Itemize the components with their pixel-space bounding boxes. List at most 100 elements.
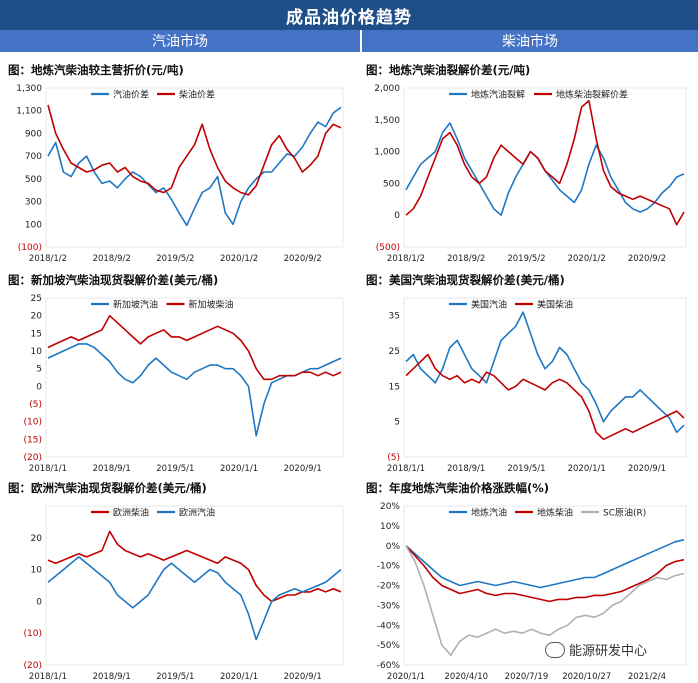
chart-panel-3: 图：新加坡汽柴油现货裂解价差(美元/桶) 25 20 15 10 5 0 (5) (10) (1… [4,270,349,475]
y-tick-label: 25 [389,347,400,357]
y-tick-label: (10) [24,629,42,639]
plot-area [45,87,344,248]
section-diesel: 柴油市场 [362,30,698,52]
legend-label: SC原油(R) [603,507,646,519]
x-tick-label: 2019/5/1 [156,672,194,682]
x-tick-label: 2020/7/19 [505,672,549,682]
y-tick-label: 25 [31,294,42,304]
plot-area [403,505,687,666]
chart-panel-2: 图：地炼汽柴油裂解价差(元/吨) 2,000 1,500 1,000 500 0 (500… [362,60,698,265]
chart-title: 图：年度地炼汽柴油价格涨跌幅(%) [366,481,550,495]
series-line [47,104,342,196]
watermark: 能源研发中心 [545,640,647,659]
chart-title: 图：美国汽柴油现货裂解价差(美元/桶) [366,273,565,287]
series-line [405,353,685,441]
chart-panel-4: 图：美国汽柴油现货裂解价差(美元/桶) 35 25 15 5 (5) 2018/1/1 20… [362,270,698,475]
chart-title: 图：新加坡汽柴油现货裂解价差(美元/桶) [8,273,219,287]
series-line [405,99,685,226]
y-tick-label: 10 [31,347,43,357]
y-tick-label: -10% [377,562,401,572]
x-tick-label: 2018/1/1 [387,464,425,474]
y-tick-label: -30% [377,601,401,611]
x-tick-label: 2020/1/1 [568,464,606,474]
x-tick-label: 2020/1/1 [220,672,258,682]
x-tick-label: 2020/1/2 [220,254,258,264]
series-line [47,556,342,641]
series-line [47,314,342,381]
x-tick-label: 2018/9/2 [447,254,485,264]
x-tick-label: 2018/9/1 [93,464,131,474]
chart-svg: 35 25 15 5 (5)2018/1/1 2018/9/1 2019/5/1 2020/1… [387,297,687,474]
y-tick-label: 20% [380,502,400,512]
x-tick-label: 2020/1/1 [387,672,425,682]
series-line [405,545,685,603]
x-tick-label: 2019/5/1 [507,464,545,474]
chart-panel-6: 图：年度地炼汽柴油价格涨跌幅(%) 20% 10% 0% -10% -20% -30% -4… [362,478,698,683]
page-title: 成品油价格趋势 [0,0,698,30]
x-tick-label: 2020/9/2 [284,254,322,264]
x-tick-label: 2020/9/1 [628,464,666,474]
y-tick-label: (15) [24,435,42,445]
chart-title: 图：地炼汽柴油较主营折价(元/吨) [8,63,184,77]
y-tick-label: -40% [377,621,401,631]
y-tick-label: 35 [389,312,400,322]
x-tick-label: 2019/5/1 [156,464,194,474]
y-tick-label: (20) [24,453,42,463]
series-line [405,545,685,656]
y-tick-label: 15 [389,382,400,392]
series-line [47,106,342,227]
legend-label: 地炼汽油裂解 [471,89,525,101]
chart-panel-1: 图：地炼汽柴油较主营折价(元/吨) 1,300 1,100 900 700 500 300… [4,60,349,265]
legend-label: 地炼汽油 [471,507,507,519]
plot-area [403,297,687,458]
y-tick-label: (5) [29,400,42,410]
y-tick-label: 5 [394,418,400,428]
chart-svg: 20 10 0 (10) (20)2018/1/1 2018/9/1 2019/5/1 202… [24,505,344,682]
x-tick-label: 2020/9/1 [284,672,322,682]
y-tick-label: -20% [377,582,401,592]
y-tick-label: 1,500 [374,116,400,126]
x-tick-label: 2018/1/1 [29,672,67,682]
legend-label: 地炼柴油 [537,507,573,519]
y-tick-label: 300 [25,198,42,208]
series-line [405,311,685,434]
y-tick-label: -50% [377,641,401,651]
y-tick-label: (20) [24,661,42,671]
y-tick-label: 10 [31,566,43,576]
legend-label: 美国汽油 [471,299,507,311]
y-tick-label: 500 [25,175,42,185]
y-tick-label: 20 [31,534,43,544]
legend-label: 汽油价差 [113,89,149,101]
y-tick-label: 0% [386,542,401,552]
x-tick-label: 2018/1/2 [29,254,67,264]
series-line [405,539,685,589]
y-tick-label: 500 [383,179,400,189]
chart-title: 图：地炼汽柴油裂解价差(元/吨) [366,63,531,77]
y-tick-label: 5 [36,365,42,375]
y-tick-label: (500) [376,243,400,253]
y-tick-label: 700 [25,152,42,162]
y-tick-label: 900 [25,129,42,139]
series-line [47,530,342,603]
x-tick-label: 2020/1/2 [568,254,606,264]
chart-svg: 25 20 15 10 5 0 (5) (10) (15) (20)2018/1/1 2018/9/… [24,294,344,474]
y-tick-label: 15 [31,329,42,339]
chart-title: 图：欧洲汽柴油现货裂解价差(美元/桶) [8,481,207,495]
x-tick-label: 2018/1/2 [387,254,425,264]
x-tick-label: 2020/9/2 [628,254,666,264]
plot-area [403,87,687,248]
y-tick-label: 0 [36,597,42,607]
y-tick-label: 0 [36,382,42,392]
legend-label: 欧洲汽油 [179,507,215,519]
y-tick-label: 20 [31,312,43,322]
y-tick-label: 100 [25,220,42,230]
legend-label: 新加坡柴油 [189,299,234,311]
y-tick-label: 1,000 [374,148,400,158]
x-tick-label: 2018/9/1 [447,464,485,474]
x-tick-label: 2020/1/1 [220,464,258,474]
chart-svg: 20% 10% 0% -10% -20% -30% -40% -50% -60%2020/1/1… [377,502,687,682]
y-tick-label: 10% [380,522,400,532]
legend-label: 柴油价差 [179,89,215,101]
wechat-icon [545,641,565,658]
x-tick-label: 2018/9/1 [93,672,131,682]
